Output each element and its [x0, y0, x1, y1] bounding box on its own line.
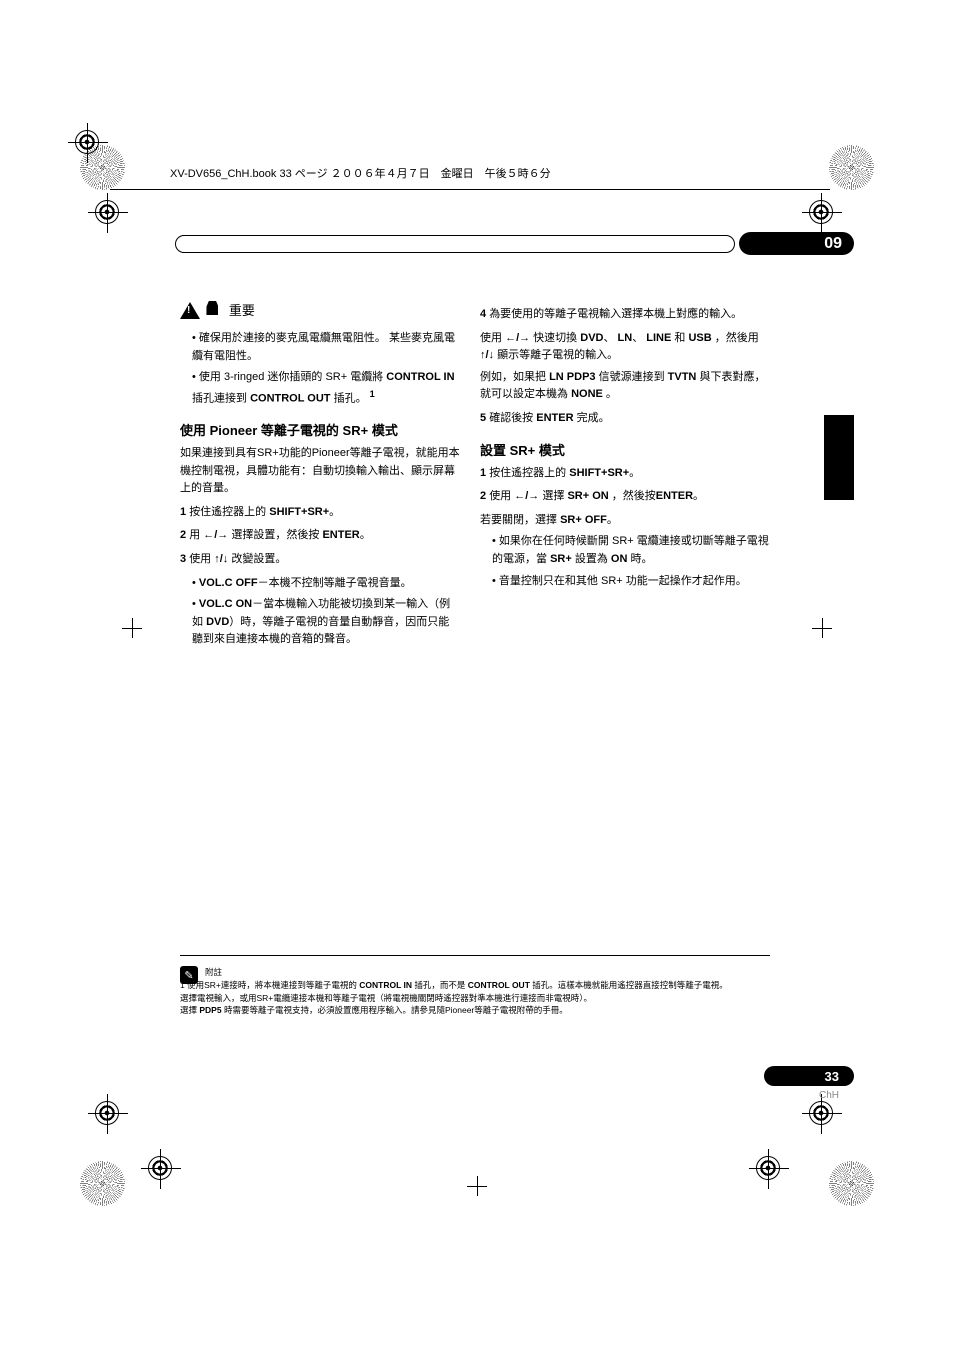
crosshair-left	[122, 618, 142, 638]
reg-target-tl	[75, 130, 99, 154]
sr-off-note: 若要關閉，選擇 SR+ OFF。	[480, 512, 770, 530]
step-4-example: 例如，如果把 LN PDP3 信號源連接到 TVTN 與下表對應，就可以設定本機…	[480, 369, 770, 404]
reg-target-br3	[756, 1156, 780, 1180]
page-number: 33	[825, 1069, 839, 1084]
step-4: 4 為要使用的等離子電視輸入選擇本機上對應的輸入。	[480, 306, 770, 324]
section-heading-sr-mode: 設置 SR+ 模式	[480, 440, 770, 459]
important-label: 重要	[229, 303, 255, 318]
important-icon	[180, 302, 200, 319]
sr-step-1: 1 按住遙控器上的 SHIFT+SR+。	[480, 465, 770, 483]
reg-corner-bl	[80, 1161, 125, 1206]
reg-target-tr2	[809, 200, 833, 224]
thumb-index-tab	[824, 415, 854, 500]
bullet-volc-on: • VOL.C ON－當本機輸入功能被切換到某一輸入（例如 DVD）時，等離子電…	[192, 596, 460, 649]
sr-paragraph: 如果連接到具有SR+功能的Pioneer等離子電視，就能用本機控制電視，具體功能…	[180, 445, 460, 498]
reg-corner-tr	[829, 145, 874, 190]
reg-target-br2	[809, 1101, 833, 1125]
warning-1: 確保用於連接的麥克風電纜無電阻性。 某些麥克風電纜有電阻性。	[192, 330, 460, 365]
header-filename: XV-DV656_ChH.book 33 ページ ２００６年４月７日 金曜日 午…	[170, 165, 551, 181]
crosshair-bottom	[467, 1176, 487, 1196]
chapter-tab: 09	[739, 232, 854, 255]
crosshair-right	[812, 618, 832, 638]
step-1: 1 按住遙控器上的 SHIFT+SR+。	[180, 504, 460, 522]
footnote-label: 附註	[205, 966, 770, 979]
sr-note-1: • 如果你在任何時候斷開 SR+ 電纜連接或切斷等離子電視的電源，當 SR+ 設…	[492, 533, 770, 568]
page-lang: ChH	[819, 1090, 839, 1101]
chapter-number: 09	[824, 235, 842, 253]
step-5: 5 確認後按 ENTER 完成。	[480, 410, 770, 428]
sr-note-2: • 音量控制只在和其他 SR+ 功能一起操作才起作用。	[492, 573, 770, 591]
warning-2: 使用 3-ringed 迷你插頭的 SR+ 電纜將 CONTROL IN 插孔連…	[192, 369, 460, 408]
footnote-separator	[180, 955, 770, 956]
reg-target-bl2	[95, 1101, 119, 1125]
reg-corner-br	[829, 1161, 874, 1206]
bullet-volc-off: • VOL.C OFF－本機不控制等離子電視音量。	[192, 575, 460, 593]
hand-icon	[206, 301, 218, 315]
page-number-tab: 33	[764, 1066, 854, 1086]
step-4-detail: 使用 ←/→ 快速切換 DVD、 LN、 LINE 和 USB ，然後用 ↑/↓…	[480, 330, 770, 365]
reg-target-bl3	[148, 1156, 172, 1180]
step-2: 2 用 ←/→ 選擇設置，然後按 ENTER。	[180, 527, 460, 545]
section-heading-sr: 使用 Pioneer 等離子電視的 SR+ 模式	[180, 420, 460, 439]
step-3: 3 使用 ↑/↓ 改變設置。	[180, 551, 460, 569]
chapter-rule	[175, 235, 735, 253]
sr-step-2: 2 使用 ←/→ 選擇 SR+ ON ，然後按ENTER。	[480, 488, 770, 506]
reg-target-tl2	[95, 200, 119, 224]
header-text: XV-DV656_ChH.book 33 ページ ２００６年４月７日 金曜日 午…	[170, 168, 551, 180]
footnote-text: 附註 1 使用SR+連接時，將本機連接到等離子電視的 CONTROL IN 插孔…	[180, 966, 770, 1017]
